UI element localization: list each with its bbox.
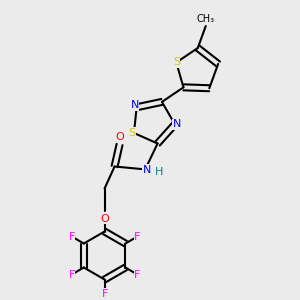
Text: F: F <box>68 232 75 242</box>
Text: O: O <box>115 131 124 142</box>
Text: S: S <box>128 128 136 138</box>
Text: F: F <box>101 289 108 298</box>
Text: F: F <box>134 232 141 242</box>
Text: F: F <box>68 269 75 280</box>
Text: N: N <box>173 119 181 129</box>
Text: N: N <box>130 100 139 110</box>
Text: F: F <box>134 269 141 280</box>
Text: CH₃: CH₃ <box>197 14 215 24</box>
Text: O: O <box>100 214 109 224</box>
Text: H: H <box>154 167 163 176</box>
Text: S: S <box>173 58 180 68</box>
Text: N: N <box>142 164 151 175</box>
